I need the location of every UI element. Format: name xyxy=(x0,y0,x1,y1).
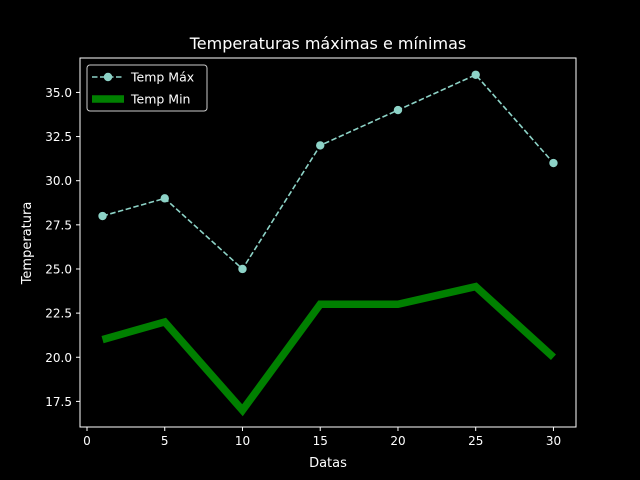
series-line-temp-min xyxy=(101,282,556,417)
data-point-temp-max xyxy=(316,141,325,150)
y-tick-label: 25.0 xyxy=(45,262,72,276)
y-axis-ticks: 17.5 20.0 22.5 25.0 27.5 30.0 32.5 35.0 xyxy=(45,86,80,409)
data-point-temp-max xyxy=(393,105,403,115)
y-tick-label: 35.0 xyxy=(45,86,72,100)
y-tick-label: 27.5 xyxy=(45,218,72,232)
data-point-temp-max xyxy=(98,211,107,221)
y-tick-label: 20.0 xyxy=(45,351,72,365)
x-tick-label: 20 xyxy=(390,434,405,448)
x-tick-label: 5 xyxy=(161,434,169,448)
data-point-temp-max xyxy=(549,158,558,168)
data-point-temp-max xyxy=(160,194,169,203)
x-axis-label: Datas xyxy=(309,456,347,471)
x-axis-ticks: 0 5 10 15 20 25 30 xyxy=(83,427,561,448)
x-tick-label: 15 xyxy=(313,434,328,448)
y-tick-label: 32.5 xyxy=(45,130,72,144)
x-tick-label: 10 xyxy=(235,434,250,448)
legend-marker-temp-max xyxy=(103,72,113,82)
data-point-temp-max xyxy=(471,70,480,79)
series-layer xyxy=(98,70,558,417)
y-tick-label: 30.0 xyxy=(45,174,72,188)
legend-label-temp-min: Temp Min xyxy=(130,92,190,107)
x-tick-label: 30 xyxy=(546,434,561,448)
legend-label-temp-max: Temp Máx xyxy=(130,70,194,85)
y-axis-label: Temperatura xyxy=(20,202,35,286)
y-tick-label: 22.5 xyxy=(45,307,72,321)
legend: Temp Máx Temp Min xyxy=(86,64,208,112)
data-point-temp-max xyxy=(238,264,247,274)
chart-title: Temperaturas máximas e mínimas xyxy=(189,34,466,53)
plot-frame xyxy=(79,57,577,428)
x-tick-label: 25 xyxy=(468,434,483,448)
x-tick-label: 0 xyxy=(83,434,91,448)
y-tick-label: 17.5 xyxy=(45,395,72,409)
